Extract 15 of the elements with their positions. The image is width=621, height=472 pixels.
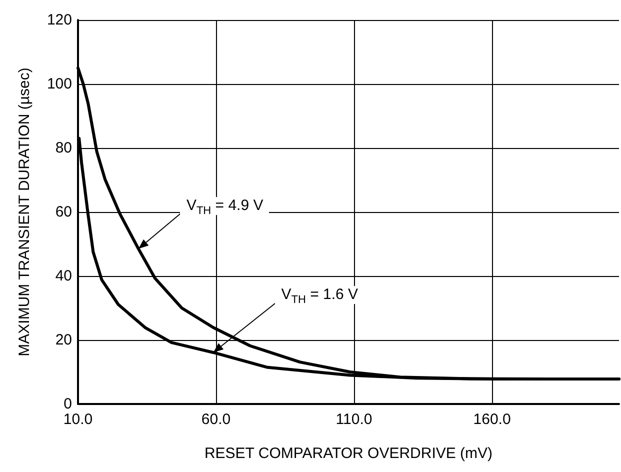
y-tick-label: 80: [55, 140, 72, 156]
x-tick-label: 60.0: [201, 411, 231, 428]
annotation: V$_{TH}$ = 1.6 V: [275, 286, 364, 306]
y-tick-label: 20: [55, 332, 72, 348]
x-tick-label: 110.0: [336, 411, 372, 428]
x-tick-label: 160.0: [473, 411, 511, 428]
x-tick-label: 10.0: [63, 411, 93, 428]
y-tick-label: 40: [55, 268, 72, 284]
x-axis-title: RESET COMPARATOR OVERDRIVE (mV): [204, 445, 493, 462]
y-axis-title: MAXIMUM TRANSIENT DURATION (µsec): [16, 68, 33, 356]
annotation: V$_{TH}$ = 4.9 V: [180, 196, 270, 217]
y-tick-label: 100: [46, 76, 72, 92]
y-tick-label: 120: [46, 12, 72, 28]
y-tick-label: 0: [64, 396, 72, 412]
y-tick-label: 60: [55, 204, 72, 220]
